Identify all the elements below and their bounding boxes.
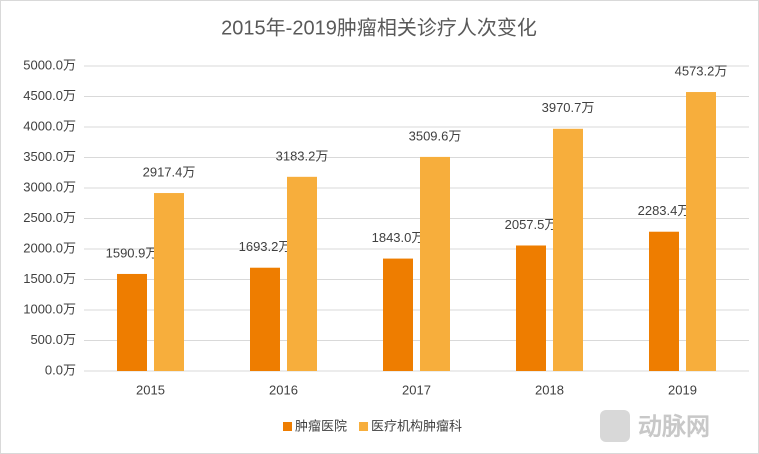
bar xyxy=(420,156,450,371)
y-tick-label: 1500.0万 xyxy=(23,271,76,286)
watermark: 动脉网 xyxy=(638,413,710,440)
y-tick-label: 0.0万 xyxy=(45,362,76,377)
legend-swatch xyxy=(283,422,292,431)
legend-label: 肿瘤医院 xyxy=(295,418,347,433)
y-tick-label: 3000.0万 xyxy=(23,179,76,194)
watermark-logo xyxy=(600,410,630,442)
bar xyxy=(516,245,546,371)
value-label: 3970.7万 xyxy=(542,100,595,115)
value-label: 2917.4万 xyxy=(143,164,196,179)
bar xyxy=(117,273,147,371)
y-tick-label: 1000.0万 xyxy=(23,301,76,316)
x-tick-label: 2016 xyxy=(269,382,298,397)
x-tick-label: 2019 xyxy=(668,382,697,397)
x-tick-label: 2017 xyxy=(402,382,431,397)
value-label: 1590.9万 xyxy=(106,245,159,260)
legend-label: 医疗机构肿瘤科 xyxy=(371,418,462,433)
value-label: 3183.2万 xyxy=(276,148,329,163)
y-tick-label: 5000.0万 xyxy=(23,57,76,72)
value-label: 3509.6万 xyxy=(409,128,462,143)
value-label: 2057.5万 xyxy=(505,217,558,232)
value-label: 2283.4万 xyxy=(638,203,691,218)
value-label: 1843.0万 xyxy=(372,230,425,245)
y-tick-label: 500.0万 xyxy=(30,332,76,347)
bar xyxy=(250,267,280,371)
x-tick-label: 2015 xyxy=(136,382,165,397)
bar xyxy=(553,128,583,371)
y-tick-label: 4000.0万 xyxy=(23,118,76,133)
y-tick-label: 2000.0万 xyxy=(23,240,76,255)
bar xyxy=(383,258,413,371)
chart-title: 2015年-2019肿瘤相关诊疗人次变化 xyxy=(221,16,537,39)
bar xyxy=(649,231,679,371)
legend-swatch xyxy=(359,422,369,431)
y-tick-label: 3500.0万 xyxy=(23,149,76,164)
value-label: 1693.2万 xyxy=(239,239,292,254)
y-tick-label: 2500.0万 xyxy=(23,210,76,225)
bar xyxy=(287,176,317,371)
x-tick-label: 2018 xyxy=(535,382,564,397)
bar xyxy=(154,193,184,371)
bar xyxy=(686,92,716,372)
y-tick-label: 4500.0万 xyxy=(23,88,76,103)
value-label: 4573.2万 xyxy=(675,63,728,78)
